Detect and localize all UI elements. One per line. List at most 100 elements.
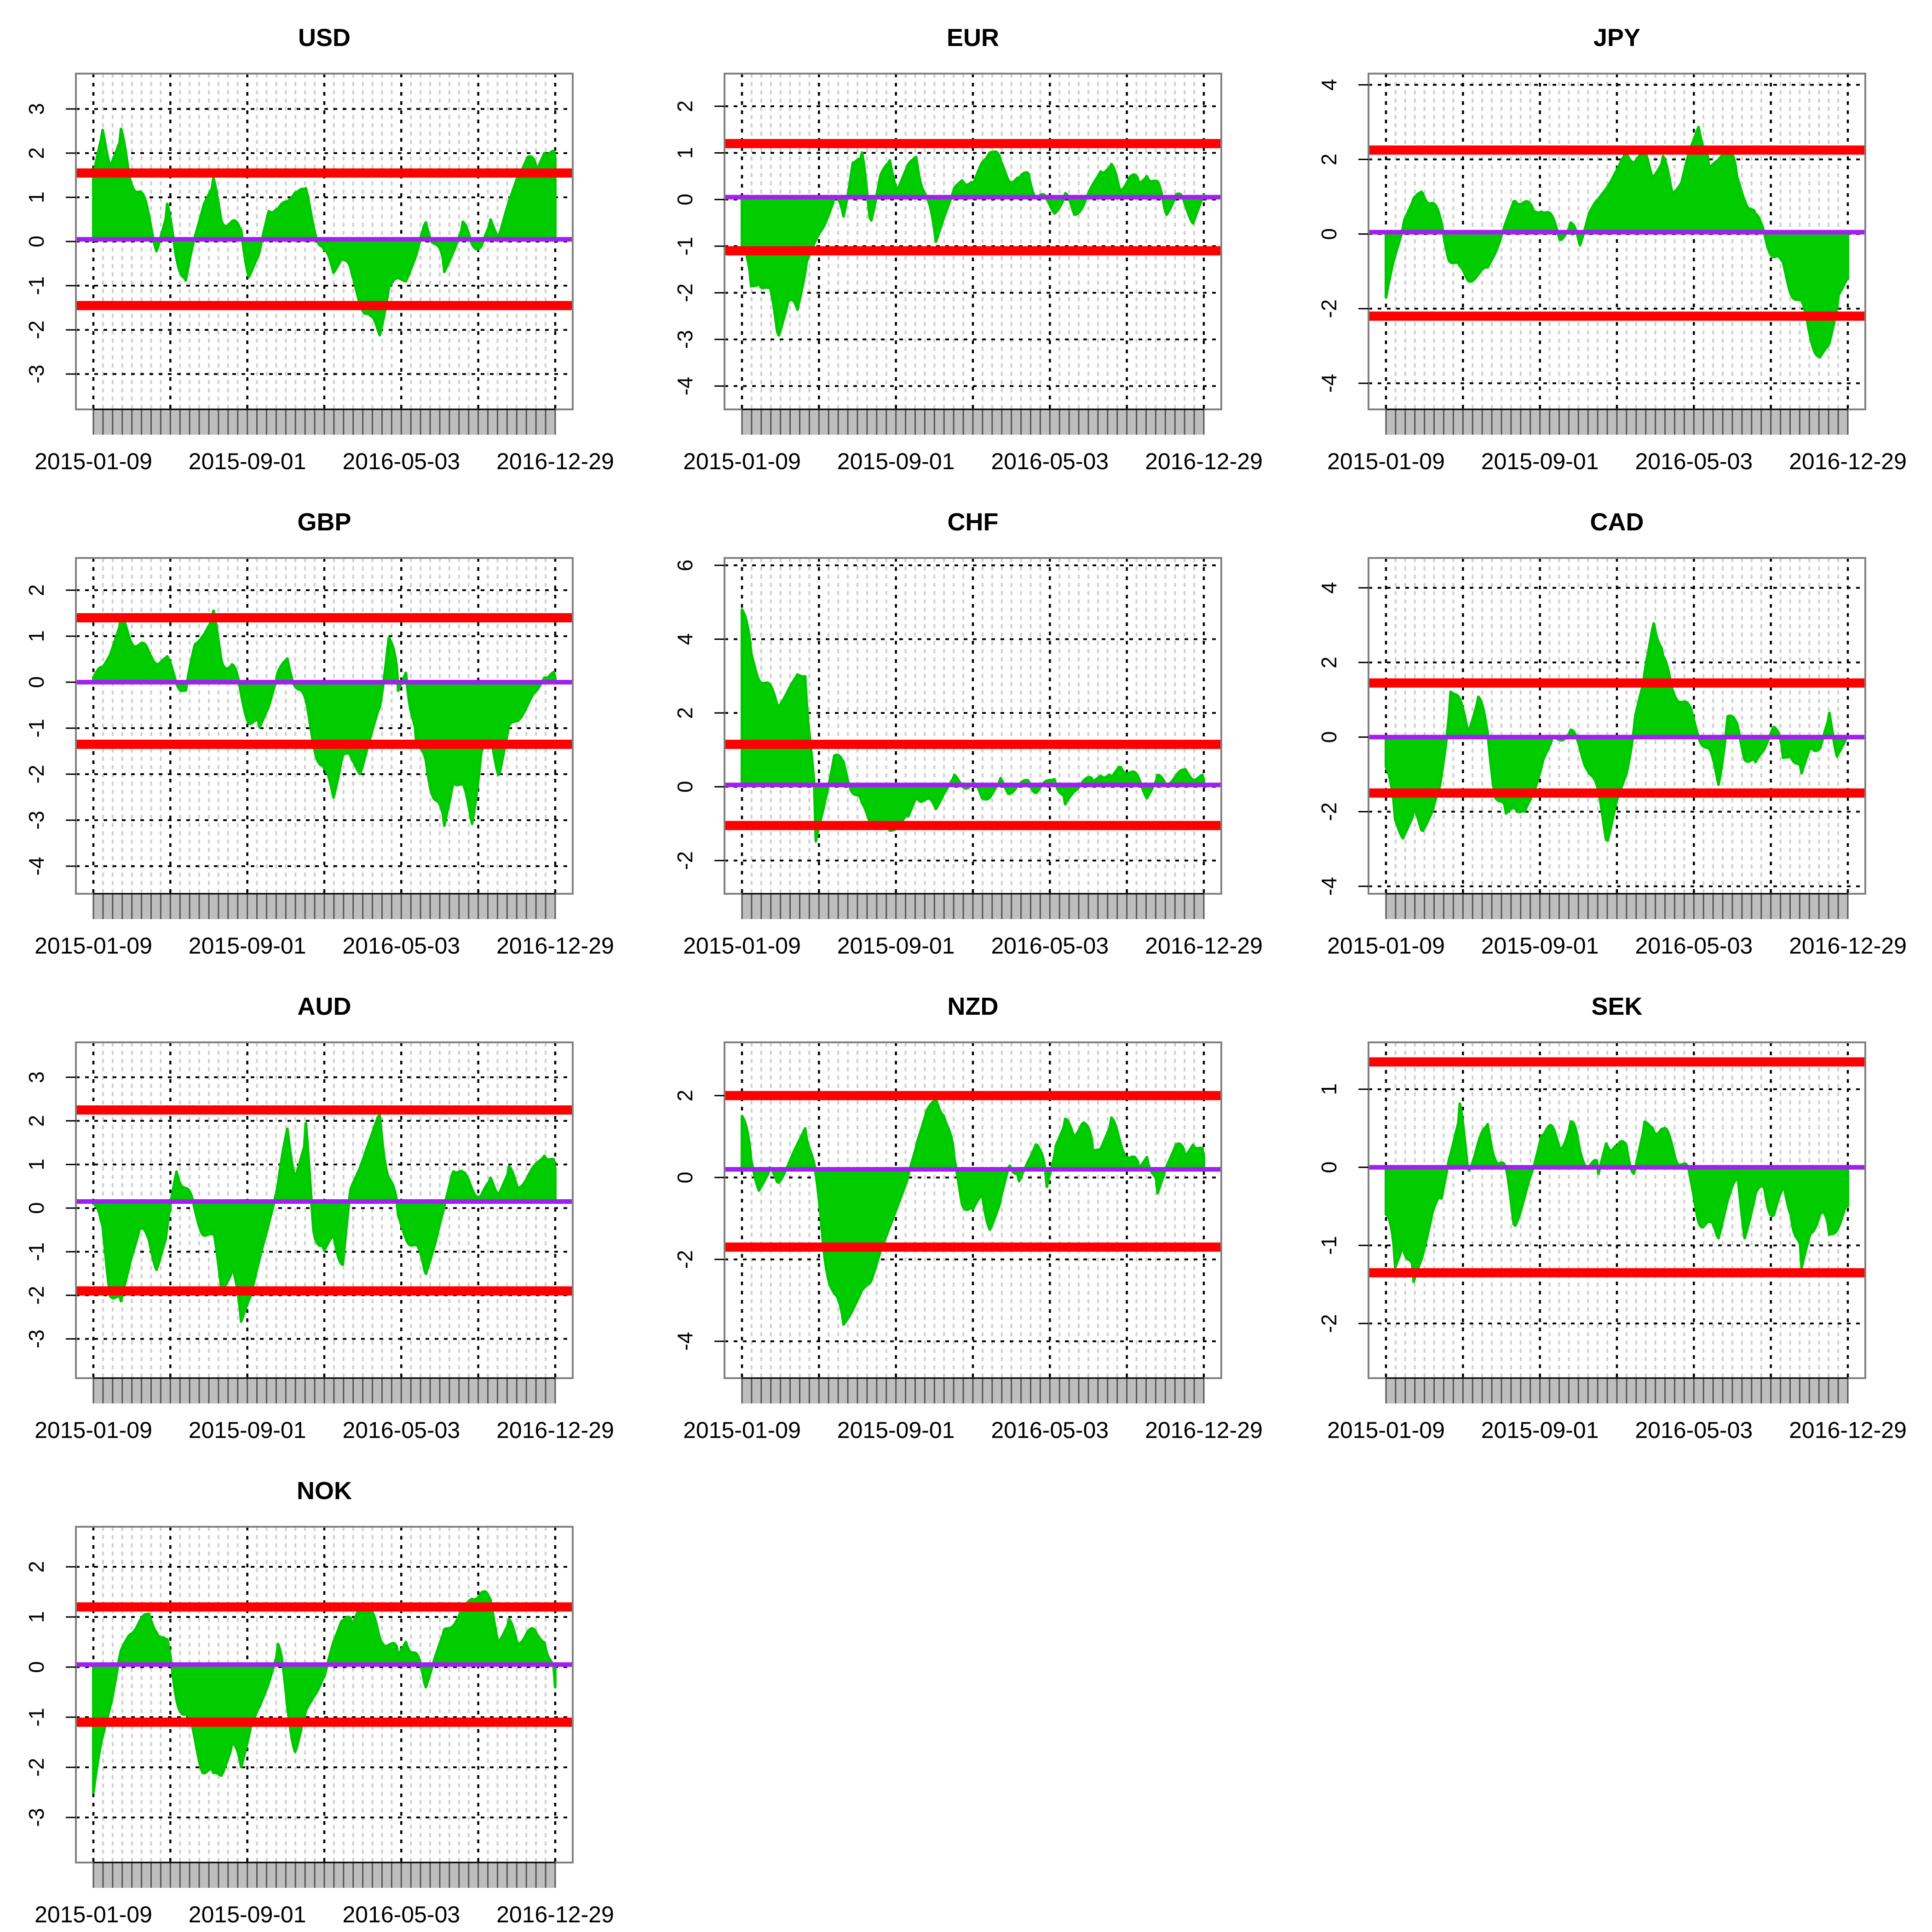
y-tick-label: 0	[673, 781, 697, 793]
series-area	[1385, 622, 1849, 842]
series-area	[741, 1098, 1205, 1326]
y-tick-label: 0	[24, 676, 48, 688]
y-tick-label: 2	[673, 100, 697, 112]
panel-gbp: GBP -4 -3 -2 -1 0 1 2 2015-01-09 2015-09-01 2016-0…	[24, 508, 614, 959]
x-tick-label: 2015-01-09	[34, 933, 152, 959]
x-tick-label: 2015-09-01	[1481, 1417, 1599, 1443]
y-tick-label: 2	[673, 707, 697, 719]
y-tick-label: 2	[24, 584, 48, 596]
x-tick-label: 2016-12-29	[496, 1417, 614, 1443]
x-tick-label: 2015-01-09	[1327, 933, 1445, 959]
y-tick-label: -4	[673, 377, 697, 396]
x-tick-label: 2016-12-29	[496, 933, 614, 959]
x-tick-label: 2015-01-09	[34, 1902, 152, 1927]
y-tick-label: 1	[24, 630, 48, 642]
x-tick-label: 2015-01-09	[683, 448, 801, 474]
y-tick-label: 4	[1317, 79, 1341, 91]
y-tick-label: -1	[24, 276, 48, 295]
y-tick-label: 2	[673, 1090, 697, 1102]
panel-jpy: JPY -4 -2 0 2 4 2015-01-09 2015-09-01 2016-05-03…	[1317, 24, 1907, 474]
x-tick-label: 2015-09-01	[1481, 933, 1599, 959]
panel-sek: SEK -2 -1 0 1 2015-01-09 2015-09-01 2016-05-03 2…	[1317, 993, 1907, 1443]
y-tick-label: 0	[24, 1661, 48, 1673]
y-tick-label: -1	[1317, 1236, 1341, 1255]
y-tick-label: 0	[673, 1172, 697, 1184]
y-tick-label: -2	[673, 283, 697, 302]
x-tick-label: 2016-05-03	[342, 448, 460, 474]
y-tick-label: -2	[24, 1286, 48, 1305]
x-tick-label: 2016-05-03	[1635, 1417, 1753, 1443]
y-tick-label: 6	[673, 559, 697, 571]
y-tick-label: 1	[24, 1611, 48, 1623]
panel-cad: CAD -4 -2 0 2 4 2015-01-09 2015-09-01 2016-05-03…	[1317, 508, 1907, 959]
panel-title: SEK	[1591, 993, 1642, 1020]
series-area	[1385, 126, 1849, 359]
y-tick-label: -2	[1317, 1314, 1341, 1333]
y-tick-label: -2	[1317, 299, 1341, 318]
y-tick-label: -1	[24, 719, 48, 738]
series-area	[92, 1114, 557, 1323]
series-area	[92, 609, 557, 827]
x-tick-label: 2015-01-09	[683, 1417, 801, 1443]
series-area	[92, 127, 557, 337]
y-tick-label: 2	[24, 147, 48, 159]
panel-eur: EUR -4 -3 -2 -1 0 1 2 2015-01-09 2015-09-01 2016-0…	[673, 24, 1263, 474]
y-tick-label: 0	[24, 1202, 48, 1214]
x-tick-label: 2015-01-09	[1327, 448, 1445, 474]
x-tick-label: 2016-12-29	[1145, 933, 1263, 959]
y-tick-label: -2	[673, 851, 697, 870]
y-tick-label: 3	[24, 1071, 48, 1083]
y-tick-label: -4	[1317, 374, 1341, 393]
panel-title: NOK	[297, 1477, 352, 1505]
x-tick-label: 2016-05-03	[342, 1417, 460, 1443]
panel-title: AUD	[298, 993, 351, 1020]
x-tick-label: 2015-01-09	[683, 933, 801, 959]
y-tick-label: 1	[24, 1159, 48, 1171]
y-tick-label: -4	[24, 857, 48, 876]
series-area	[1385, 1102, 1849, 1283]
y-tick-label: -2	[24, 1758, 48, 1777]
x-tick-label: 2015-09-01	[1481, 448, 1599, 474]
x-tick-label: 2016-05-03	[342, 1902, 460, 1927]
x-tick-label: 2015-09-01	[189, 933, 306, 959]
x-tick-label: 2016-12-29	[1145, 448, 1263, 474]
y-tick-label: -4	[673, 1332, 697, 1351]
y-tick-label: 2	[1317, 154, 1341, 166]
y-tick-label: -3	[24, 365, 48, 384]
x-tick-label: 2016-05-03	[1635, 933, 1753, 959]
panel-title: JPY	[1593, 24, 1640, 52]
y-tick-label: 0	[1317, 731, 1341, 743]
x-tick-label: 2015-01-09	[1327, 1417, 1445, 1443]
panel-title: EUR	[947, 24, 999, 52]
x-tick-label: 2015-09-01	[837, 1417, 955, 1443]
x-tick-label: 2016-05-03	[1635, 448, 1753, 474]
x-tick-label: 2016-05-03	[991, 448, 1109, 474]
y-tick-label: 4	[673, 633, 697, 645]
panel-chf: CHF -2 0 2 4 6 2015-01-09 2015-09-01 2016-05-03 2…	[673, 508, 1263, 959]
y-tick-label: 0	[24, 236, 48, 247]
y-tick-label: 2	[24, 1115, 48, 1127]
y-tick-label: 3	[24, 103, 48, 115]
x-tick-label: 2016-05-03	[991, 933, 1109, 959]
y-tick-label: -1	[24, 1708, 48, 1727]
y-tick-label: -3	[24, 1808, 48, 1827]
y-tick-label: 0	[1317, 1162, 1341, 1173]
panel-nzd: NZD -4 -2 0 2 2015-01-09 2015-09-01 2016-05-03 2…	[673, 993, 1263, 1443]
y-tick-label: 1	[1317, 1083, 1341, 1095]
y-tick-label: -3	[24, 1329, 48, 1348]
x-tick-label: 2015-01-09	[34, 1417, 152, 1443]
y-tick-label: 2	[24, 1561, 48, 1573]
y-tick-label: -2	[24, 765, 48, 784]
x-tick-label: 2016-12-29	[1789, 1417, 1907, 1443]
x-tick-label: 2015-09-01	[189, 448, 306, 474]
series-area	[741, 150, 1205, 337]
panel-title: NZD	[948, 993, 999, 1020]
y-tick-label: 4	[1317, 582, 1341, 594]
panel-usd: USD -3 -2 -1 0 1 2 3 2015-01-09 2015-09-01 2016-05…	[24, 24, 614, 474]
x-tick-label: 2016-12-29	[496, 448, 614, 474]
x-tick-label: 2016-12-29	[1789, 933, 1907, 959]
y-tick-label: -1	[24, 1242, 48, 1261]
panel-title: USD	[298, 24, 351, 52]
panel-title: GBP	[297, 508, 351, 536]
